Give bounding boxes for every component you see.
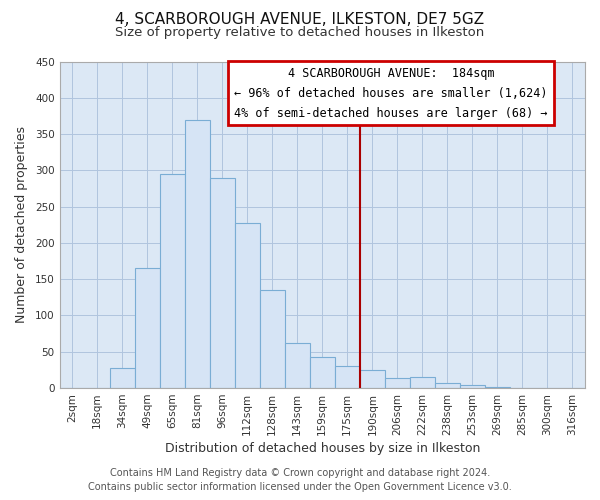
Bar — [460, 385, 485, 388]
Bar — [160, 174, 185, 388]
Y-axis label: Number of detached properties: Number of detached properties — [15, 126, 28, 324]
Bar — [410, 377, 435, 388]
Text: Size of property relative to detached houses in Ilkeston: Size of property relative to detached ho… — [115, 26, 485, 39]
Bar — [134, 268, 160, 388]
Bar — [260, 290, 285, 388]
Bar — [209, 178, 235, 388]
Bar — [385, 378, 410, 388]
Bar — [285, 343, 310, 388]
Bar — [185, 120, 209, 388]
Bar — [435, 383, 460, 388]
Text: Contains HM Land Registry data © Crown copyright and database right 2024.
Contai: Contains HM Land Registry data © Crown c… — [88, 468, 512, 492]
Bar — [235, 222, 260, 388]
Bar — [310, 357, 335, 388]
Bar — [110, 368, 134, 388]
Text: 4, SCARBOROUGH AVENUE, ILKESTON, DE7 5GZ: 4, SCARBOROUGH AVENUE, ILKESTON, DE7 5GZ — [115, 12, 485, 28]
Bar — [335, 366, 360, 388]
Bar — [360, 370, 385, 388]
X-axis label: Distribution of detached houses by size in Ilkeston: Distribution of detached houses by size … — [164, 442, 480, 455]
Text: 4 SCARBOROUGH AVENUE:  184sqm
← 96% of detached houses are smaller (1,624)
4% of: 4 SCARBOROUGH AVENUE: 184sqm ← 96% of de… — [235, 66, 548, 120]
